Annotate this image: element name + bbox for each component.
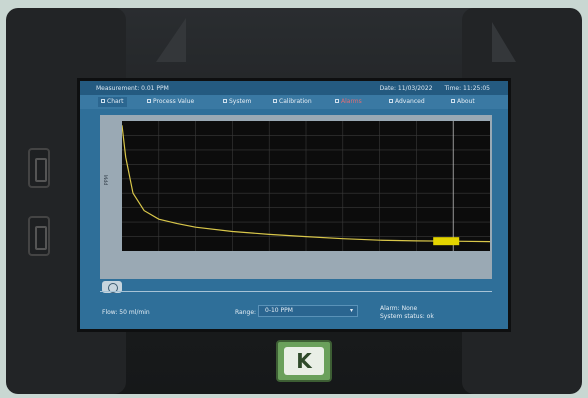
system-status: System status: ok: [380, 313, 434, 320]
status-info: Alarm: None System status: ok: [380, 305, 434, 321]
device-screen: Measurement: 0.01 PPM Date: 11/03/2022 T…: [77, 78, 511, 332]
chart-panel: PPM: [100, 115, 492, 279]
gear-icon: [389, 99, 393, 103]
y-axis-label: PPM: [104, 175, 110, 186]
range-value: 0-10 PPM: [265, 307, 293, 314]
checkbox-icon: [147, 99, 151, 103]
tab-alarms[interactable]: Alarms: [332, 97, 365, 107]
tab-about[interactable]: About: [448, 97, 478, 107]
range-label: Range:: [235, 309, 257, 316]
tab-calibration[interactable]: Calibration: [270, 97, 315, 107]
chevron-down-icon: ▾: [349, 307, 353, 314]
checkbox-icon: [273, 99, 277, 103]
date-readout: Date: 11/03/2022: [379, 85, 433, 92]
time-readout: Time: 11:25:05: [444, 85, 490, 92]
date-time: Date: 11/03/2022 Time: 11:25:05: [370, 85, 490, 92]
series-line: [121, 125, 491, 243]
chart-plot[interactable]: [121, 121, 491, 251]
tab-advanced[interactable]: Advanced: [386, 97, 428, 107]
brand-logo: K: [276, 340, 332, 382]
tab-process-value[interactable]: Process Value: [144, 97, 197, 107]
tab-system[interactable]: System: [220, 97, 254, 107]
checkbox-icon: [101, 99, 105, 103]
cursor-marker[interactable]: [433, 237, 460, 246]
side-port-top: [28, 148, 50, 188]
tab-chart[interactable]: Chart: [98, 97, 127, 107]
top-right-ridge: [492, 22, 516, 62]
checkbox-icon: [223, 99, 227, 103]
flow-readout: Flow: 50 ml/min: [102, 309, 150, 316]
top-left-ridge: [156, 18, 186, 62]
measurement-readout: Measurement: 0.01 PPM: [96, 85, 169, 92]
camera-icon[interactable]: [102, 281, 122, 293]
alarm-status: Alarm: None: [380, 305, 418, 312]
logo-mark: K: [284, 347, 324, 375]
footer: Flow: 50 ml/min Range: 0-10 PPM ▾ Alarm:…: [80, 299, 508, 329]
side-port-bottom: [28, 216, 50, 256]
tab-bar: Chart Process Value System Calibration A…: [80, 95, 508, 109]
info-icon: [451, 99, 455, 103]
chart-svg: [121, 121, 491, 251]
range-select[interactable]: 0-10 PPM ▾: [258, 305, 358, 317]
divider: [100, 291, 492, 292]
status-bar: Measurement: 0.01 PPM Date: 11/03/2022 T…: [80, 81, 508, 95]
bell-icon: [335, 99, 339, 103]
